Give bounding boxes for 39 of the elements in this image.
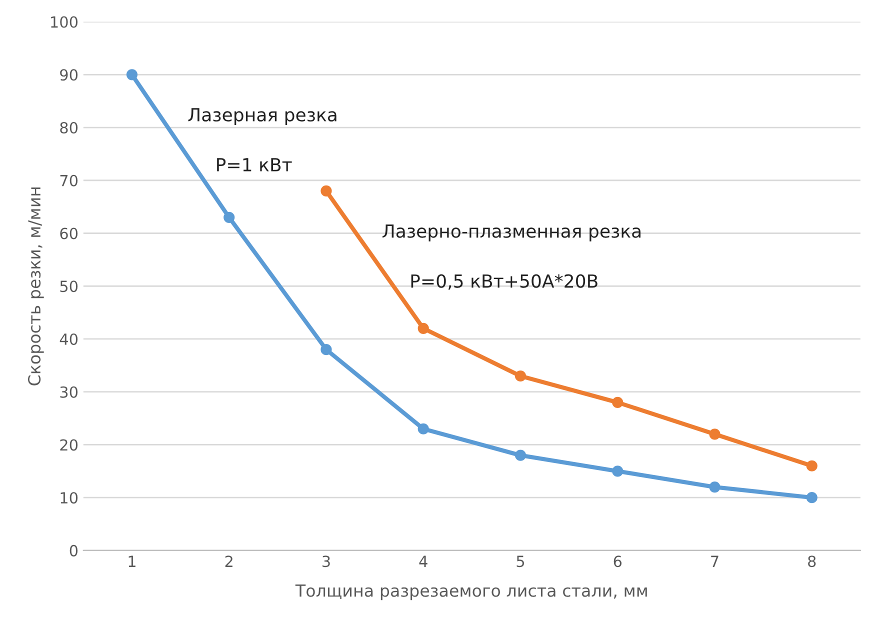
y-tick-label: 20 (60, 439, 78, 451)
point (320, 185, 332, 197)
x-tick-label: 1 (128, 556, 136, 567)
y-tick-label: 10 (60, 492, 78, 504)
y-tick-label: 60 (60, 228, 78, 240)
point (709, 428, 720, 440)
x-tick-label: 5 (516, 556, 524, 568)
point (418, 423, 429, 434)
point (320, 344, 332, 356)
annotation: P=0,5 кВт+50А*20В (411, 274, 598, 290)
x-tick-label: 7 (711, 556, 718, 567)
x-tick-label: 6 (614, 556, 622, 568)
x-axis-title: Толщина разрезаемого листа стали, мм (295, 584, 647, 600)
point (126, 69, 138, 80)
point (514, 450, 526, 461)
y-axis-title: Скорость резки, м/мин (28, 187, 44, 386)
y-tick-label: 90 (60, 69, 78, 81)
y-tick-label: 50 (60, 280, 78, 292)
y-tick-label: 80 (60, 122, 78, 134)
y-tick-label: 0 (70, 544, 78, 556)
point (612, 396, 624, 408)
series-label: Лазерно-плазменная резка (382, 224, 640, 242)
y-tick-label: 70 (60, 174, 78, 186)
point (514, 370, 526, 382)
y-tick-label: 30 (60, 386, 78, 398)
point (806, 492, 818, 504)
annotation: P=1 кВт (217, 158, 292, 172)
x-tick-label: 3 (322, 556, 330, 568)
point (806, 460, 818, 472)
point (612, 466, 624, 477)
x-tick-label: 8 (808, 556, 816, 568)
y-tick-label: 40 (60, 333, 78, 346)
x-tick-label: 2 (225, 556, 232, 567)
point (224, 212, 235, 223)
y-tick-label: 100 (51, 16, 78, 28)
point (418, 322, 429, 334)
x-tick-label: 4 (419, 556, 428, 567)
point (709, 481, 720, 493)
series-label: Лазерная резка (188, 108, 336, 126)
